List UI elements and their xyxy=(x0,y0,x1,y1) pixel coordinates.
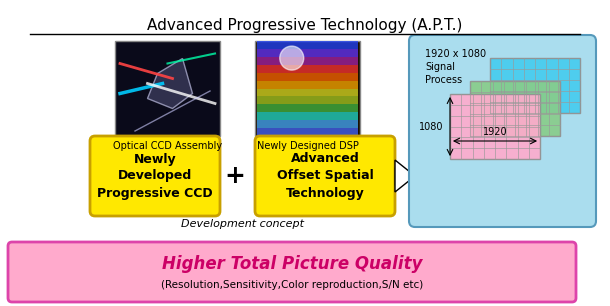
FancyBboxPatch shape xyxy=(257,80,358,88)
FancyBboxPatch shape xyxy=(257,88,358,96)
FancyBboxPatch shape xyxy=(490,58,580,113)
FancyBboxPatch shape xyxy=(257,65,358,73)
FancyBboxPatch shape xyxy=(255,136,395,216)
FancyBboxPatch shape xyxy=(162,154,173,162)
Text: Higher Total Picture Quality: Higher Total Picture Quality xyxy=(162,255,422,273)
Text: 1920: 1920 xyxy=(483,127,508,137)
FancyBboxPatch shape xyxy=(257,120,358,128)
FancyBboxPatch shape xyxy=(255,41,360,136)
FancyBboxPatch shape xyxy=(257,41,358,49)
Text: +: + xyxy=(224,164,245,188)
Polygon shape xyxy=(148,58,193,109)
Polygon shape xyxy=(362,162,373,171)
Text: Advanced
Offset Spatial
Technology: Advanced Offset Spatial Technology xyxy=(276,152,373,200)
FancyBboxPatch shape xyxy=(362,154,373,162)
Text: Newly
Developed
Progressive CCD: Newly Developed Progressive CCD xyxy=(97,152,213,200)
FancyBboxPatch shape xyxy=(450,94,540,159)
FancyBboxPatch shape xyxy=(257,57,358,65)
FancyBboxPatch shape xyxy=(257,49,358,57)
FancyBboxPatch shape xyxy=(8,242,576,302)
FancyBboxPatch shape xyxy=(257,128,358,136)
FancyBboxPatch shape xyxy=(409,35,596,227)
FancyBboxPatch shape xyxy=(302,154,313,162)
Circle shape xyxy=(280,46,304,70)
Polygon shape xyxy=(162,162,173,171)
FancyBboxPatch shape xyxy=(257,112,358,120)
Text: Development concept: Development concept xyxy=(181,219,304,229)
FancyBboxPatch shape xyxy=(470,81,560,136)
Text: Optical CCD Assembly: Optical CCD Assembly xyxy=(113,141,222,151)
Text: 1080: 1080 xyxy=(418,121,443,132)
FancyBboxPatch shape xyxy=(257,73,358,80)
Text: Advanced Progressive Technology (A.P.T.): Advanced Progressive Technology (A.P.T.) xyxy=(147,18,463,33)
FancyBboxPatch shape xyxy=(257,96,358,104)
Polygon shape xyxy=(395,160,415,192)
Polygon shape xyxy=(303,162,312,171)
FancyBboxPatch shape xyxy=(90,136,220,216)
FancyBboxPatch shape xyxy=(257,104,358,112)
Text: 1920 x 1080
Signal
Process: 1920 x 1080 Signal Process xyxy=(425,49,486,85)
Text: (Resolution,Sensitivity,Color reproduction,S/N etc): (Resolution,Sensitivity,Color reproducti… xyxy=(161,280,423,290)
Text: Newly Designed DSP: Newly Designed DSP xyxy=(257,141,359,151)
FancyBboxPatch shape xyxy=(115,41,220,136)
